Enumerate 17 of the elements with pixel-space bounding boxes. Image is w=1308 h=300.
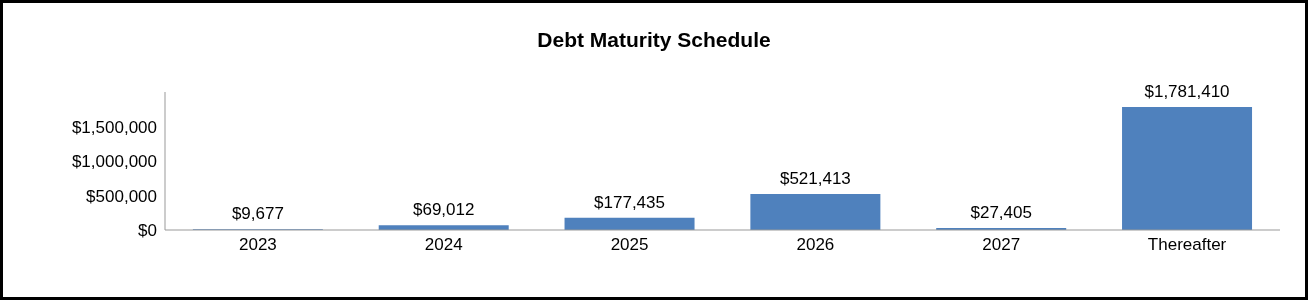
data-label: $1,781,410 xyxy=(1144,82,1230,102)
x-tick-label: 2023 xyxy=(239,235,277,255)
x-tick-label: 2025 xyxy=(610,235,649,255)
data-label: $9,677 xyxy=(231,204,284,224)
y-tick-label: $1,000,000 xyxy=(71,152,157,172)
chart-title: Debt Maturity Schedule xyxy=(536,28,772,52)
data-label: $27,405 xyxy=(970,203,1032,223)
data-label: $69,012 xyxy=(412,200,475,220)
data-label: $521,413 xyxy=(779,169,851,189)
y-tick-label: $0 xyxy=(138,221,157,241)
y-tick-label: $1,500,000 xyxy=(71,117,157,137)
x-tick-label: 2026 xyxy=(796,235,835,255)
x-tick-label: 2027 xyxy=(982,235,1021,255)
x-tick-label: 2024 xyxy=(424,235,463,255)
x-tick-label: Thereafter xyxy=(1147,235,1227,255)
y-tick-label: $500,000 xyxy=(86,186,157,206)
data-label: $177,435 xyxy=(594,192,665,212)
